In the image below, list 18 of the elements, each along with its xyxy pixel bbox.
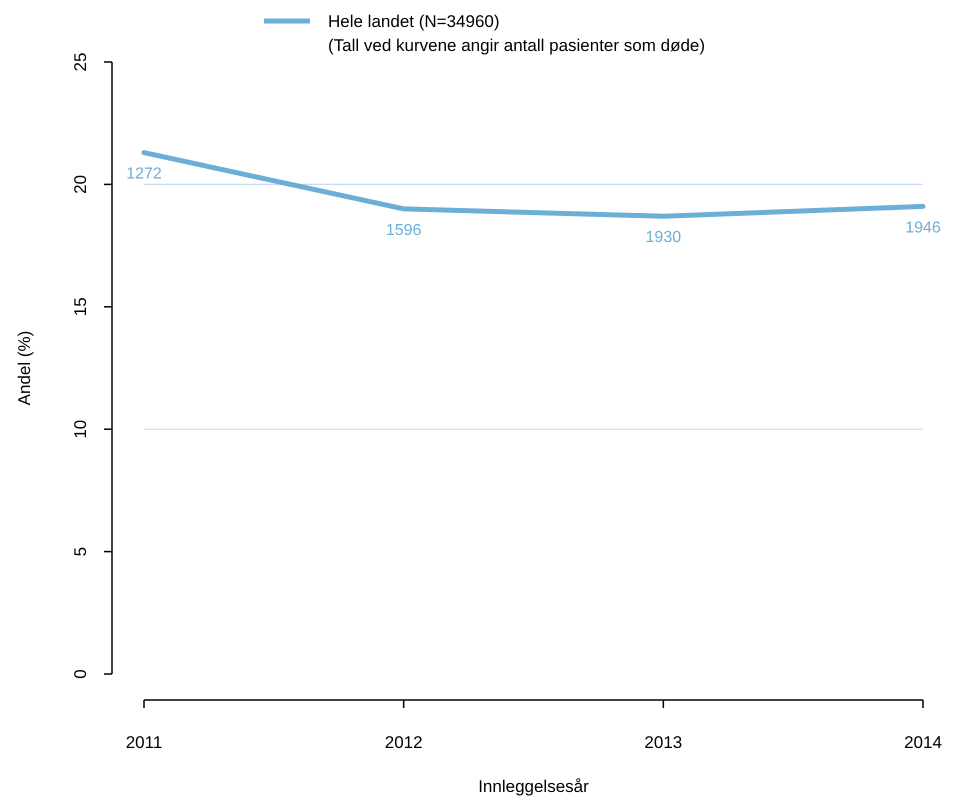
y-tick-label: 10	[71, 420, 90, 439]
annotation: 1596	[386, 222, 422, 239]
y-tick-label: 5	[71, 546, 90, 556]
x-tick-label: 2011	[126, 733, 162, 752]
y-axis-title: Andel (%)	[15, 330, 34, 406]
y-tick-label: 20	[71, 174, 90, 194]
text: (Tall ved kurvene angir antall pasienter som døde)	[328, 36, 706, 55]
x-axis-title: Innleggelsesår	[478, 777, 590, 796]
annotation: 1930	[646, 229, 682, 246]
annotation: 1946	[905, 219, 941, 236]
y-tick-label: 0	[71, 669, 90, 679]
y-tick-label: 25	[71, 52, 90, 72]
y-tick-label: 15	[71, 297, 90, 316]
x-tick-label: 2014	[904, 733, 942, 752]
x-tick-label: 2013	[644, 733, 682, 752]
annotation: 1272	[126, 166, 162, 183]
x-tick-label: 2012	[384, 733, 423, 752]
legend-label: Hele landet (N=34960)	[328, 12, 500, 31]
